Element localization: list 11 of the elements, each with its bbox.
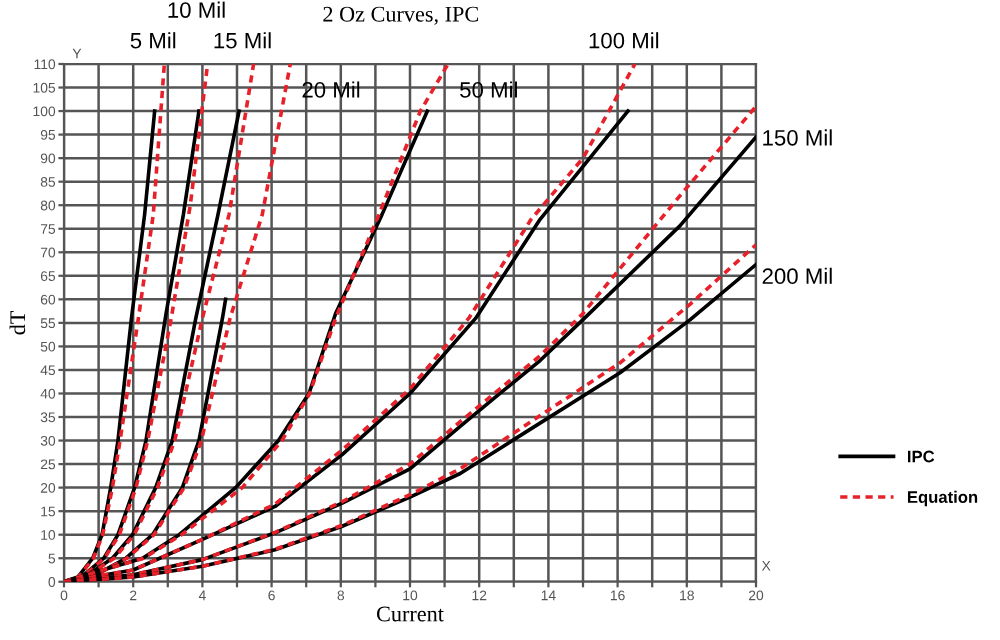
text: 200 Mil (762, 267, 832, 285)
text: 150 Mil (763, 129, 832, 146)
legend-label: Equation (907, 490, 978, 507)
text: 15 Mil (214, 32, 271, 49)
x-axis-title: Current (376, 606, 444, 622)
text: 100 Mil (589, 32, 659, 49)
chart-title: 2 Oz Curves, IPC (323, 6, 478, 25)
legend-label: IPC (907, 450, 935, 463)
text: 10 Mil (168, 1, 225, 18)
y-axis-title: dT (9, 310, 26, 335)
text: 5 Mil (130, 32, 176, 49)
